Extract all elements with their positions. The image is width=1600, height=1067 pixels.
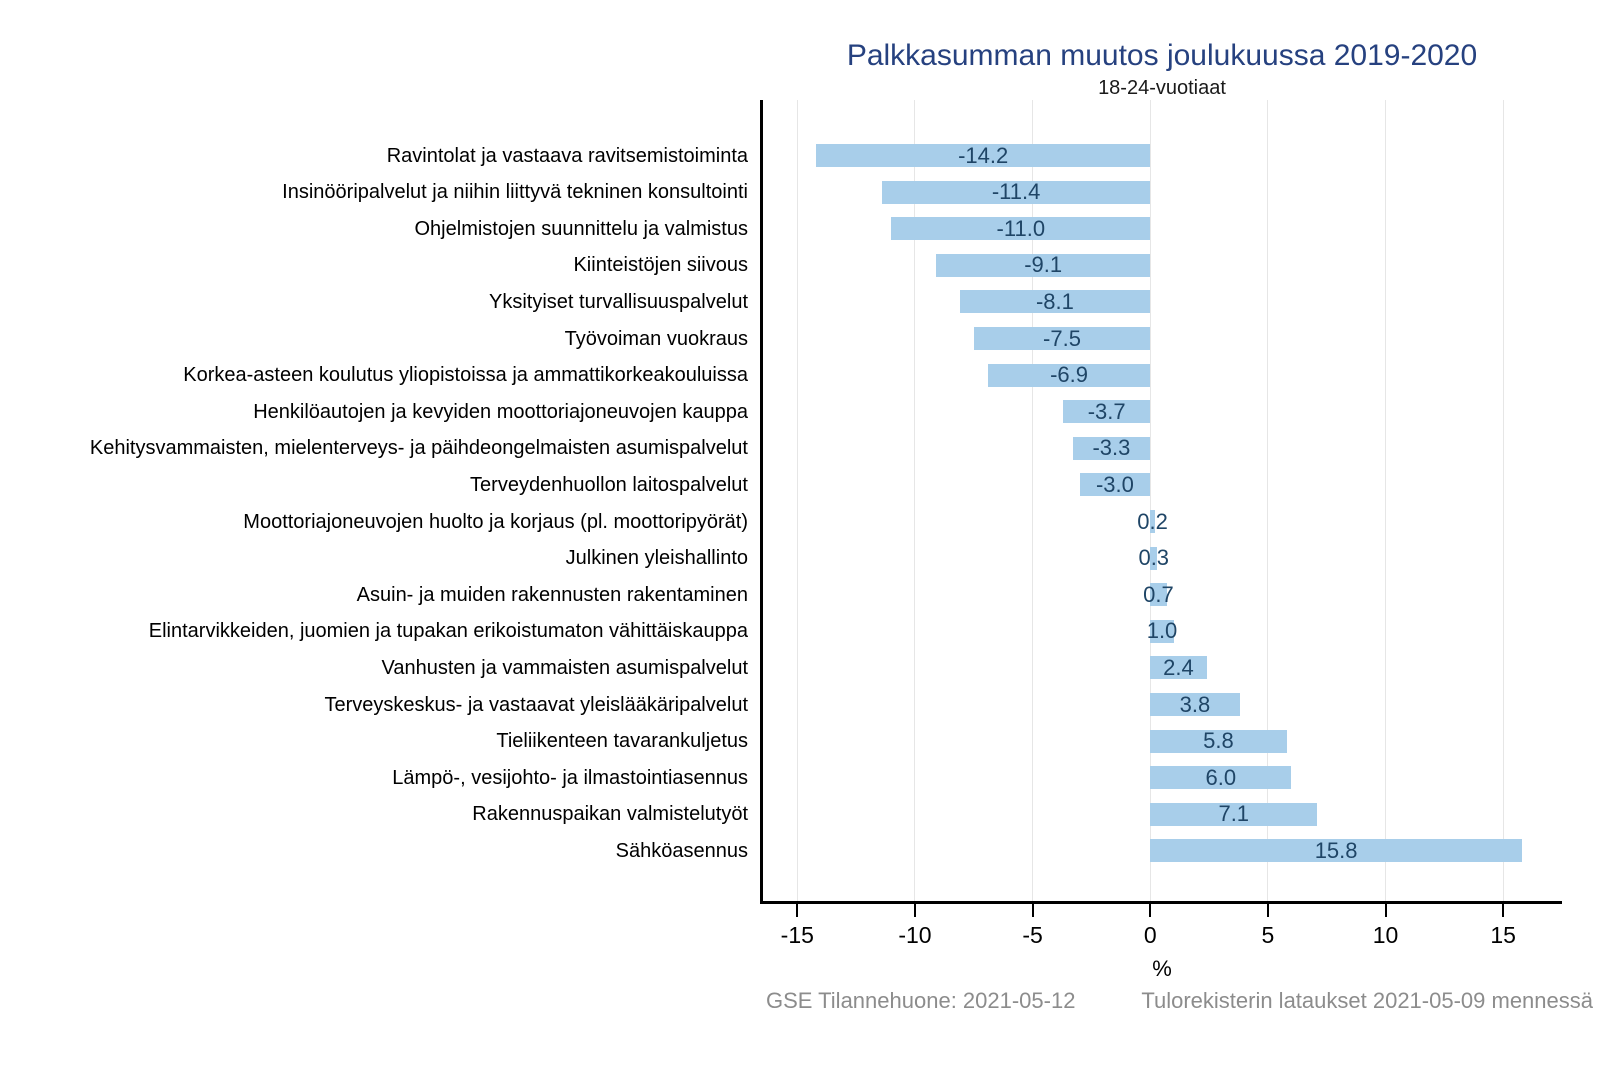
category-label: Julkinen yleishallinto: [565, 547, 748, 570]
bar: [1150, 693, 1240, 716]
bar-value-label: -3.7: [1087, 398, 1126, 424]
bar: [1079, 473, 1151, 497]
footer-note-left: GSE Tilannehuone: 2021-05-12: [766, 988, 1076, 1013]
footer-note-right: Tulorekisterin lataukset 2021-05-09 menn…: [1141, 988, 1593, 1013]
bar: [959, 290, 1151, 314]
bar-value-label: -9.1: [1024, 252, 1063, 278]
bar: [1150, 583, 1167, 607]
y-axis-line: [760, 100, 763, 904]
x-tick-label: -5: [1022, 922, 1043, 948]
x-tick-mark: [913, 904, 916, 917]
bar-value-label: 0.7: [1143, 581, 1174, 607]
bar: [1150, 510, 1155, 533]
bar: [1150, 546, 1158, 570]
category-label: Kiinteistöjen siivous: [573, 254, 748, 277]
bar-value-label: 1.0: [1146, 618, 1178, 644]
bar: [1150, 802, 1318, 826]
bar-value-label: -6.9: [1050, 362, 1088, 388]
x-tick-label: 15: [1490, 922, 1516, 948]
bar-value-label: -8.1: [1035, 288, 1074, 314]
category-label: Lämpö-, vesijohto- ja ilmastointiasennus: [392, 766, 748, 789]
x-tick-mark: [1384, 904, 1387, 917]
category-label: Korkea-asteen koulutus yliopistoissa ja …: [183, 364, 748, 387]
category-label: Terveydenhuollon laitospalvelut: [470, 473, 748, 496]
chart-title: Palkkasumman muutos joulukuussa 2019-202…: [846, 39, 1478, 72]
bar: [936, 253, 1151, 277]
category-label: Moottoriajoneuvojen huolto ja korjaus (p…: [243, 510, 748, 533]
grid-line: [796, 100, 798, 901]
bar-value-label: -3.0: [1095, 471, 1134, 497]
category-label: Elintarvikkeiden, juomien ja tupakan eri…: [148, 620, 748, 643]
category-label: Ravintolat ja vastaava ravitsemistoimint…: [386, 144, 748, 167]
x-tick-mark: [1502, 904, 1505, 917]
x-tick-label: 10: [1372, 922, 1399, 948]
grid-line: [1267, 100, 1269, 901]
bar-value-label: -14.2: [958, 142, 1009, 168]
category-label: Henkilöautojen ja kevyiden moottoriajone…: [253, 400, 748, 423]
x-tick-mark: [1031, 904, 1034, 917]
x-axis-title: %: [1152, 956, 1172, 981]
bar-value-label: 5.8: [1203, 728, 1234, 754]
category-label: Insinööripalvelut ja niihin liittyvä tek…: [282, 181, 748, 204]
category-label: Rakennuspaikan valmistelutyöt: [472, 803, 748, 826]
bar: [987, 363, 1151, 387]
bar-value-label: 3.8: [1179, 691, 1211, 717]
category-label: Terveyskeskus- ja vastaavat yleislääkäri…: [324, 693, 748, 716]
x-tick-label: -10: [898, 922, 932, 948]
x-axis-line: [760, 901, 1562, 904]
grid-line: [1149, 100, 1151, 901]
category-label: Tieliikenteen tavarankuljetus: [496, 730, 748, 753]
bar-value-label: -11.4: [991, 179, 1041, 205]
bar-value-label: 6.0: [1205, 764, 1237, 790]
x-tick-label: 0: [1143, 922, 1157, 948]
bar-value-label: 0.2: [1137, 508, 1168, 534]
x-tick-mark: [1266, 904, 1269, 917]
bar: [1150, 766, 1292, 790]
bar-value-label: 0.3: [1138, 545, 1170, 571]
chart-subtitle: 18-24-vuotiaat: [1098, 77, 1226, 99]
bar: [973, 327, 1151, 350]
grid-line: [1502, 100, 1504, 901]
plot-area: -14.2 -11.4 -11.0 -9.1 -8.1 -7.5 -6.9 -3.7 -3.3 -…: [762, 100, 1562, 901]
category-label: Työvoiman vuokraus: [564, 327, 748, 350]
bar: [816, 144, 1151, 167]
bar: [1150, 729, 1287, 753]
bar-value-label: -7.5: [1043, 325, 1081, 351]
bar-value-label: -11.0: [996, 215, 1046, 241]
category-label: Ohjelmistojen suunnittelu ja valmistus: [414, 217, 749, 240]
x-tick-mark: [1149, 904, 1152, 917]
bar-value-label: -3.3: [1092, 435, 1131, 461]
category-label: Yksityiset turvallisuuspalvelut: [489, 290, 748, 313]
x-tick-mark: [796, 904, 799, 917]
category-label: Sähköasennus: [615, 839, 748, 862]
bar: [1150, 839, 1522, 863]
bar: [1150, 619, 1174, 643]
category-label: Kehitysvammaisten, mielenterveys- ja päi…: [89, 437, 748, 460]
grid-line: [1032, 100, 1034, 901]
category-label: Vanhusten ja vammaisten asumispalvelut: [381, 656, 748, 679]
grid-line: [914, 100, 916, 901]
category-label: Asuin- ja muiden rakennusten rakentamine…: [356, 583, 748, 606]
bar: [1150, 656, 1207, 680]
bar-value-label: 7.1: [1218, 801, 1250, 827]
bar: [891, 217, 1151, 241]
x-tick-label: -15: [780, 922, 814, 948]
bar: [1072, 436, 1151, 460]
x-tick-label: 5: [1261, 922, 1275, 948]
bar-value-label: 2.4: [1163, 654, 1194, 680]
bar: [882, 180, 1151, 204]
grid-line: [1385, 100, 1387, 901]
bar-value-label: 15.8: [1314, 837, 1358, 863]
bar: [1063, 400, 1151, 424]
